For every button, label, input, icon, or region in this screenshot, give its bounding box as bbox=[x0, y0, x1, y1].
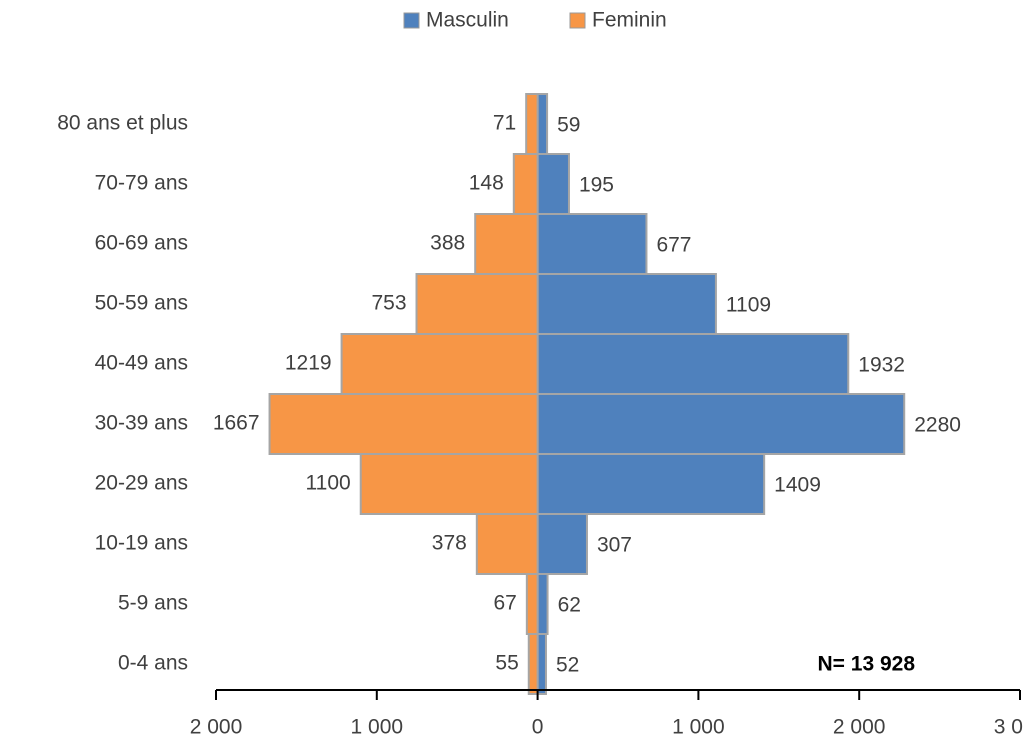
bar bbox=[536, 273, 717, 335]
value-label: 59 bbox=[557, 114, 580, 137]
bar bbox=[268, 393, 539, 455]
category-label: 60-69 ans bbox=[95, 232, 188, 255]
category-label: 0-4 ans bbox=[118, 652, 188, 675]
value-label: 71 bbox=[493, 112, 516, 135]
bar bbox=[536, 153, 570, 215]
bar bbox=[340, 333, 539, 395]
value-label: 378 bbox=[432, 532, 467, 555]
category-label: 80 ans et plus bbox=[57, 112, 188, 135]
category-label: 40-49 ans bbox=[95, 352, 188, 375]
bar bbox=[512, 153, 539, 215]
value-label: 677 bbox=[656, 234, 691, 257]
bar bbox=[527, 633, 539, 695]
bar bbox=[359, 453, 539, 515]
value-label: 307 bbox=[597, 534, 632, 557]
value-label: 1109 bbox=[726, 294, 771, 317]
bar bbox=[474, 213, 539, 275]
value-label: 1932 bbox=[858, 354, 905, 377]
category-label: 30-39 ans bbox=[95, 412, 188, 435]
bar bbox=[415, 273, 539, 335]
legend-label: Feminin bbox=[592, 9, 667, 32]
value-label: 2280 bbox=[914, 414, 961, 437]
value-label: 148 bbox=[469, 172, 504, 195]
bar bbox=[525, 573, 539, 635]
bar bbox=[536, 573, 549, 635]
legend-label: Masculin bbox=[426, 9, 509, 32]
legend-swatch bbox=[569, 12, 586, 29]
value-label: 1100 bbox=[306, 472, 351, 495]
x-tick-label: 1 000 bbox=[672, 716, 725, 739]
bar bbox=[536, 513, 588, 575]
category-label: 5-9 ans bbox=[118, 592, 188, 615]
bar bbox=[536, 633, 547, 695]
value-label: 388 bbox=[430, 232, 465, 255]
value-label: 195 bbox=[579, 174, 614, 197]
bar bbox=[536, 393, 906, 455]
x-tick-label: 3 000 bbox=[994, 716, 1023, 739]
bar bbox=[536, 453, 766, 515]
value-label: 1667 bbox=[213, 412, 260, 435]
bar bbox=[536, 93, 549, 155]
category-label: 20-29 ans bbox=[95, 472, 188, 495]
category-label: 10-19 ans bbox=[95, 532, 188, 555]
bar bbox=[536, 333, 850, 395]
value-label: 55 bbox=[495, 652, 518, 675]
bar bbox=[536, 213, 648, 275]
value-label: 753 bbox=[371, 292, 406, 315]
category-label: 50-59 ans bbox=[95, 292, 188, 315]
bar bbox=[525, 93, 539, 155]
x-tick-label: 1 000 bbox=[351, 716, 404, 739]
value-label: 62 bbox=[558, 594, 581, 617]
value-label: 67 bbox=[493, 592, 516, 615]
category-label: 70-79 ans bbox=[95, 172, 188, 195]
x-tick-label: 0 bbox=[532, 716, 544, 739]
x-tick-label: 2 000 bbox=[190, 716, 243, 739]
x-tick-label: 2 000 bbox=[833, 716, 886, 739]
annotation: N= 13 928 bbox=[818, 653, 916, 676]
value-label: 52 bbox=[556, 654, 579, 677]
value-label: 1409 bbox=[774, 474, 821, 497]
bar bbox=[475, 513, 539, 575]
value-label: 1219 bbox=[285, 352, 332, 375]
legend-swatch bbox=[403, 12, 420, 29]
